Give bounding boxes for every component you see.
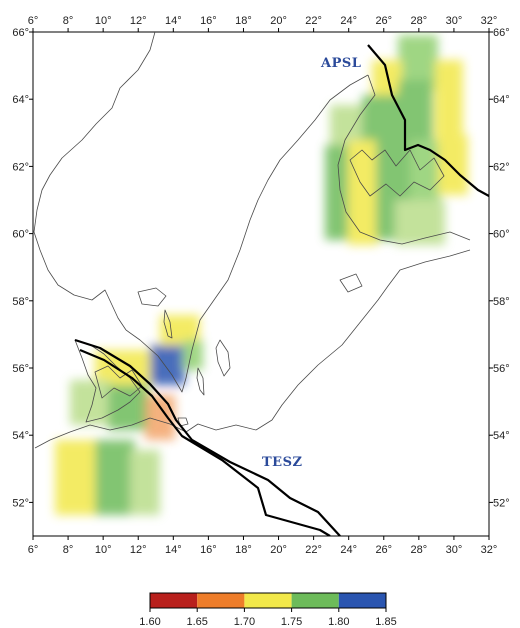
colorbar: 1.60 1.65 1.70 1.75 1.80 1.85: [139, 592, 397, 628]
lon-tick-label: 26°: [375, 544, 392, 556]
colorbar-frame: [149, 592, 387, 609]
lon-labels-top: 6° 8° 10° 12° 14° 16° 18° 20° 22° 24° 26° 28° 30° 32°: [28, 15, 498, 27]
finland-lakes: [349, 149, 445, 197]
lon-tick-label: 10°: [95, 544, 112, 556]
lat-tick-label: 58°: [12, 296, 29, 308]
lon-tick-label: 16°: [200, 544, 217, 556]
tesz-boundary-north: [74, 338, 341, 536]
region-label-tesz: TESZ: [262, 455, 302, 470]
lat-tick-label: 62°: [12, 161, 29, 173]
lat-tick-label: 62°: [493, 161, 510, 173]
lat-tick-label: 64°: [12, 94, 29, 106]
lat-tick-label: 64°: [493, 94, 510, 106]
coastline-sweden-east: [125, 74, 369, 393]
lon-tick-label: 24°: [340, 544, 357, 556]
lon-tick-label: 6°: [28, 544, 39, 556]
lat-tick-label: 52°: [493, 497, 510, 509]
island-gotland: [215, 339, 231, 377]
lat-tick-label: 58°: [493, 296, 510, 308]
lat-tick-label: 60°: [12, 229, 29, 241]
lake-vattern: [163, 309, 173, 339]
lon-tick-label: 28°: [411, 544, 428, 556]
lat-labels-right: 52° 54° 56° 58° 60° 62° 64° 66°: [493, 27, 510, 509]
coastline-finland: [337, 74, 471, 245]
lat-tick-label: 54°: [12, 430, 29, 442]
colorbar-segment: [244, 593, 292, 608]
lon-tick-label: 28°: [411, 15, 428, 27]
lon-tick-label: 12°: [130, 544, 147, 556]
lon-tick-label: 30°: [446, 15, 463, 27]
colorbar-tick-label: 1.70: [234, 616, 255, 628]
lon-tick-label: 18°: [235, 15, 252, 27]
lon-tick-label: 6°: [28, 15, 39, 27]
lon-tick-label: 22°: [305, 544, 322, 556]
lon-tick-label: 10°: [95, 15, 112, 27]
lon-tick-label: 30°: [446, 544, 463, 556]
lat-tick-label: 56°: [12, 363, 29, 375]
tesz-boundary-south: [79, 348, 331, 536]
lon-tick-label: 20°: [270, 544, 287, 556]
lon-tick-label: 14°: [165, 544, 182, 556]
lon-tick-label: 32°: [481, 15, 498, 27]
lat-tick-label: 66°: [12, 27, 29, 39]
frame-ticks: [29, 28, 493, 540]
lon-tick-label: 24°: [340, 15, 357, 27]
lon-tick-label: 16°: [200, 15, 217, 27]
lon-tick-label: 32°: [481, 544, 498, 556]
colorbar-tick-label: 1.80: [328, 616, 349, 628]
coastline-baltics: [255, 249, 471, 431]
coastline-south-baltic: [34, 417, 257, 449]
lat-tick-label: 52°: [12, 497, 29, 509]
lat-tick-label: 66°: [493, 27, 510, 39]
coastline-norway: [33, 32, 156, 331]
lat-labels-left: 52° 54° 56° 58° 60° 62° 64° 66°: [12, 27, 29, 509]
lon-tick-label: 14°: [165, 15, 182, 27]
colorbar-segment: [150, 593, 198, 608]
colorbar-tick-label: 1.65: [186, 616, 207, 628]
region-label-apsl: APSL: [320, 56, 361, 71]
lon-tick-label: 22°: [305, 15, 322, 27]
colorbar-segment: [338, 593, 386, 608]
colorbar-segment: [291, 593, 339, 608]
island-saaremaa: [339, 273, 363, 293]
lon-tick-label: 8°: [63, 15, 74, 27]
lon-tick-label: 20°: [270, 15, 287, 27]
colorbar-tick-label: 1.75: [281, 616, 302, 628]
lat-tick-label: 54°: [493, 430, 510, 442]
lat-tick-label: 56°: [493, 363, 510, 375]
lon-tick-label: 18°: [235, 544, 252, 556]
lon-labels-bottom: 6° 8° 10° 12° 14° 16° 18° 20° 22° 24° 26° 28° 30° 32°: [28, 544, 498, 556]
island-oland: [196, 367, 205, 396]
colorbar-segment: [197, 593, 245, 608]
lon-tick-label: 8°: [63, 544, 74, 556]
colorbar-tick-label: 1.85: [375, 616, 396, 628]
coastlines: [33, 32, 471, 449]
lon-tick-label: 12°: [130, 15, 147, 27]
coastline-denmark: [74, 339, 141, 423]
lon-tick-label: 26°: [375, 15, 392, 27]
lake-vanern: [137, 287, 167, 307]
colorbar-tick-label: 1.60: [139, 616, 160, 628]
apsl-boundary: [367, 44, 489, 197]
lat-tick-label: 60°: [493, 229, 510, 241]
tectonic-boundaries: [74, 44, 489, 536]
